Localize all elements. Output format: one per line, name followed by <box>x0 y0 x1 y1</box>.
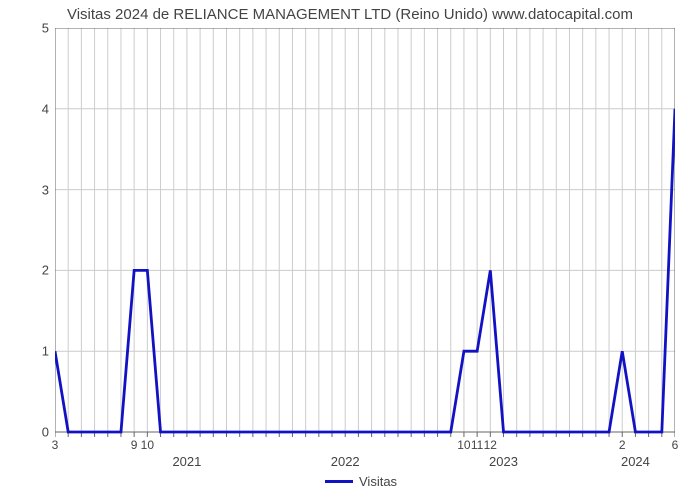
y-tick-label: 1 <box>31 344 49 359</box>
y-tick-label: 5 <box>31 21 49 36</box>
legend-swatch <box>325 480 353 483</box>
x-tick-minor-label: 9 <box>131 438 138 452</box>
x-tick-minor-label: 3 <box>52 438 59 452</box>
x-tick-minor-label: 12 <box>484 438 497 452</box>
y-tick-label: 4 <box>31 101 49 116</box>
chart-title: Visitas 2024 de RELIANCE MANAGEMENT LTD … <box>0 6 700 23</box>
line-chart <box>55 28 675 444</box>
x-tick-minor-label: 2 <box>619 438 626 452</box>
x-tick-major-label: 2022 <box>331 454 360 469</box>
legend-label: Visitas <box>359 474 397 489</box>
y-tick-label: 3 <box>31 182 49 197</box>
x-tick-minor-label: 10 <box>141 438 154 452</box>
x-tick-major-label: 2023 <box>489 454 518 469</box>
x-tick-major-label: 2024 <box>621 454 650 469</box>
x-tick-minor-label: 10 <box>457 438 470 452</box>
y-tick-label: 2 <box>31 263 49 278</box>
y-tick-label: 0 <box>31 425 49 440</box>
legend: Visitas <box>325 474 397 489</box>
x-tick-minor-label: 11 <box>471 438 483 452</box>
x-tick-minor-label: 6 <box>672 438 679 452</box>
x-tick-major-label: 2021 <box>172 454 201 469</box>
